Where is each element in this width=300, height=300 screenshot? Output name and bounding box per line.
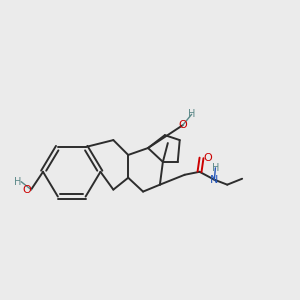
Text: H: H bbox=[14, 177, 21, 187]
Text: O: O bbox=[22, 184, 31, 195]
Text: H: H bbox=[188, 109, 195, 119]
Text: O: O bbox=[178, 120, 187, 130]
Text: H: H bbox=[212, 163, 219, 173]
Text: N: N bbox=[210, 175, 219, 185]
Text: O: O bbox=[203, 153, 212, 163]
